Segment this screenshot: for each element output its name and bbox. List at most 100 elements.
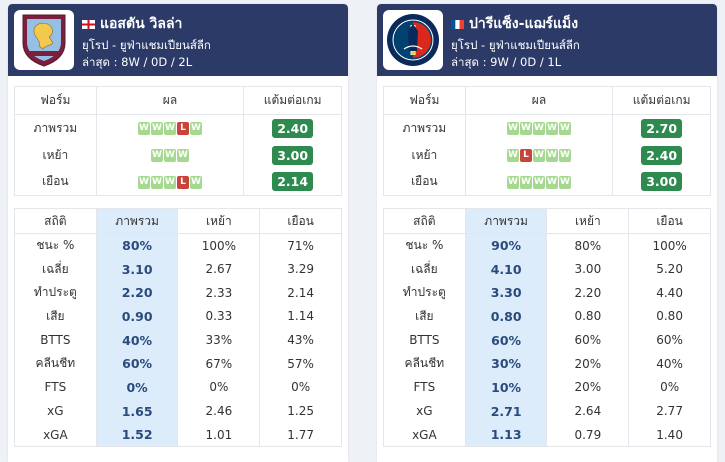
team-name-text: แอสตัน วิลล่า (100, 16, 183, 32)
stat-overall-value: 90% (491, 238, 522, 254)
team-name-text: ปารีแซ็ง-แฌร์แม็ง (469, 16, 579, 32)
result-pill: W (507, 149, 519, 162)
form-header-results: ผล (95, 86, 245, 115)
ppg-cell: 3.00 (243, 141, 342, 169)
stat-overall: 1.52 (95, 423, 179, 448)
stat-away: 100% (628, 233, 711, 258)
stat-label: xGA (383, 423, 466, 448)
stat-away: 3.29 (259, 257, 342, 281)
result-pill: W (533, 122, 545, 136)
stat-overall: 60% (95, 351, 179, 376)
ppg-cell: 3.00 (612, 168, 711, 196)
form-header-ppg: แต้มต่อเกม (243, 86, 342, 115)
france-flag-icon (451, 19, 464, 29)
team-card-psg: ปารีแซ็ง-แฌร์แม็ง ยุโรป - ยูฟ่าแชมเปียนส… (377, 4, 717, 462)
england-flag-icon (82, 19, 95, 29)
result-pill: W (559, 175, 571, 189)
stat-home: 2.33 (177, 280, 261, 305)
stat-home: 0.33 (177, 304, 261, 329)
team-logo (383, 10, 443, 70)
stats-header-away: เยือน (628, 208, 711, 234)
result-pill: W (190, 122, 202, 136)
stat-away: 1.25 (259, 399, 342, 423)
result-pill: W (520, 175, 532, 189)
stat-label: เฉลี่ย (383, 257, 466, 281)
team-header: แอสตัน วิลล่า ยุโรป - ยูฟ่าแชมเปียนส์ลีก… (8, 4, 348, 76)
stat-overall-value: 30% (491, 356, 522, 372)
stat-overall: 0% (95, 375, 179, 400)
stat-row: เฉลี่ย 3.10 2.67 3.29 (14, 257, 342, 281)
stats-header-label: สถิติ (383, 208, 466, 234)
result-pill: W (507, 175, 519, 189)
ppg-cell: 2.40 (243, 114, 342, 142)
stat-overall: 10% (464, 375, 548, 400)
team-logo (14, 10, 74, 70)
stat-overall-value: 1.52 (121, 427, 153, 443)
stat-away: 5.20 (628, 257, 711, 281)
stat-overall-value: 60% (122, 356, 153, 372)
league-name: ยุโรป - ยูฟ่าแชมเปียนส์ลีก (451, 38, 580, 52)
result-pill: W (164, 149, 176, 162)
stat-home: 80% (546, 233, 630, 258)
form-row-label: เยือน (383, 168, 466, 196)
result-pill: L (177, 175, 189, 189)
ppg-badge: 3.00 (272, 145, 314, 165)
stat-overall: 90% (464, 233, 548, 258)
stat-home: 3.00 (546, 257, 630, 281)
stat-home: 0.80 (546, 304, 630, 329)
stat-overall-value: 0.80 (490, 308, 522, 324)
stat-home: 20% (546, 375, 630, 400)
stat-overall-value: 0.90 (121, 308, 153, 324)
stat-home: 2.67 (177, 257, 261, 281)
stat-row: xG 1.65 2.46 1.25 (14, 399, 342, 423)
stat-row: เฉลี่ย 4.10 3.00 5.20 (383, 257, 711, 281)
stat-row: BTTS 60% 60% 60% (383, 328, 711, 352)
stat-overall-value: 40% (122, 332, 153, 348)
stat-row: BTTS 40% 33% 43% (14, 328, 342, 352)
stats-header-label: สถิติ (14, 208, 97, 234)
result-pill: W (177, 149, 189, 162)
stat-row: xG 2.71 2.64 2.77 (383, 399, 711, 423)
stat-row: ทำประตู 3.30 2.20 4.40 (383, 280, 711, 305)
stat-away: 1.14 (259, 304, 342, 329)
recent-record: ล่าสุด : 8W / 0D / 2L (82, 55, 193, 69)
stats-header-away: เยือน (259, 208, 342, 234)
form-row-label: เหย้า (383, 141, 466, 169)
stat-overall-value: 10% (491, 379, 522, 395)
stat-home: 2.64 (546, 399, 630, 423)
team-card-aston-villa: แอสตัน วิลล่า ยุโรป - ยูฟ่าแชมเปียนส์ลีก… (8, 4, 348, 462)
stat-overall: 60% (464, 328, 548, 352)
result-pill: W (546, 175, 558, 189)
stat-away: 1.40 (628, 423, 711, 448)
ppg-cell: 2.70 (612, 114, 711, 142)
stat-home: 2.20 (546, 280, 630, 305)
stat-overall-value: 2.20 (121, 285, 153, 301)
recent-record: ล่าสุด : 9W / 0D / 1L (451, 55, 562, 69)
form-header-results: ผล (464, 86, 614, 115)
result-pill: W (559, 149, 571, 162)
stat-overall-value: 4.10 (490, 261, 522, 277)
stat-label: ทำประตู (14, 280, 97, 305)
form-header-ppg: แต้มต่อเกม (612, 86, 711, 115)
result-pill: W (507, 122, 519, 136)
stat-home: 100% (177, 233, 261, 258)
result-pill: L (177, 122, 189, 136)
stat-label: BTTS (14, 328, 97, 352)
stat-row: FTS 10% 20% 0% (383, 375, 711, 400)
stats-header-overall: ภาพรวม (464, 208, 548, 234)
stat-overall-value: 3.30 (490, 285, 522, 301)
result-pill: W (164, 175, 176, 189)
stat-away: 1.77 (259, 423, 342, 448)
result-pill: L (520, 149, 532, 162)
ppg-cell: 2.40 (612, 141, 711, 169)
ppg-badge: 2.40 (641, 145, 683, 165)
form-header-label: ฟอร์ม (14, 86, 97, 115)
form-row-label: ภาพรวม (383, 114, 466, 142)
stat-away: 43% (259, 328, 342, 352)
stat-away: 0.80 (628, 304, 711, 329)
psg-crest-icon (387, 14, 439, 66)
